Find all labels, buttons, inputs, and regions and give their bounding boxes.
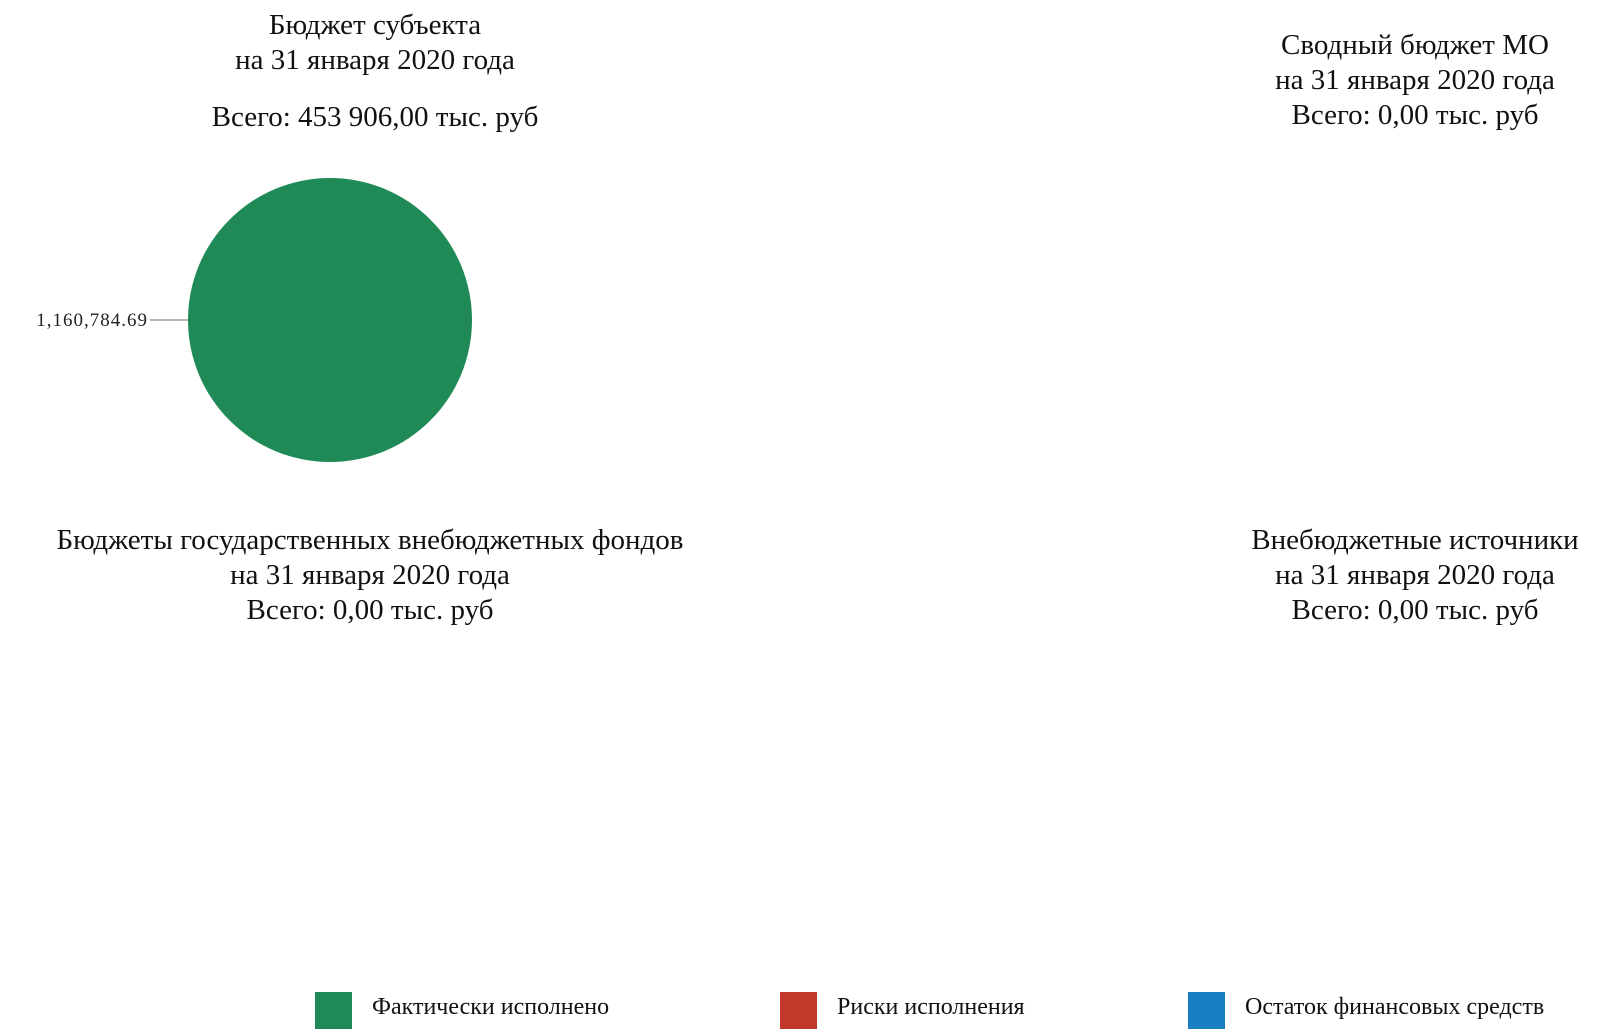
legend-item-risks: Риски исполнения [780, 992, 1025, 1029]
chart-title-state-funds: Бюджеты государственных внебюджетных фон… [10, 523, 730, 628]
chart-title-line: на 31 января 2020 года [230, 559, 510, 591]
chart-total: Всего: 453 906,00 тыс. руб [211, 101, 539, 133]
legend-label: Риски исполнения [837, 994, 1025, 1020]
chart-title-line: Бюджеты государственных внебюджетных фон… [56, 524, 684, 556]
chart-total: Всего: 0,00 тыс. руб [1291, 594, 1539, 626]
legend-swatch [780, 992, 817, 1029]
legend-swatch [1188, 992, 1225, 1029]
chart-legend: Фактически исполнено Риски исполнения Ос… [0, 992, 1610, 1029]
legend-label: Остаток финансовых средств [1245, 994, 1545, 1020]
pie-slice-0 [188, 178, 472, 462]
chart-title-line: на 31 января 2020 года [1275, 64, 1555, 96]
chart-title-budget-subject: Бюджет субъекта на 31 января 2020 года В… [120, 8, 630, 135]
chart-title-line: на 31 января 2020 года [1275, 559, 1555, 591]
chart-title-line: Сводный бюджет МО [1281, 29, 1549, 61]
pie-chart-budget-subject: 1,160,784.69 [36, 178, 472, 462]
chart-total: Всего: 0,00 тыс. руб [1291, 99, 1539, 131]
pie-data-label: 1,160,784.69 [36, 310, 148, 331]
chart-title-line: на 31 января 2020 года [235, 44, 515, 76]
chart-title-consolidated-mo: Сводный бюджет МО на 31 января 2020 года… [1195, 28, 1610, 133]
legend-item-remaining: Остаток финансовых средств [1188, 992, 1544, 1029]
chart-total: Всего: 0,00 тыс. руб [246, 594, 494, 626]
chart-title-offbudget-sources: Внебюджетные источники на 31 января 2020… [1215, 523, 1610, 628]
chart-title-line: Бюджет субъекта [268, 9, 482, 41]
legend-swatch [315, 992, 352, 1029]
legend-item-executed: Фактически исполнено [315, 992, 609, 1029]
chart-title-line: Внебюджетные источники [1251, 524, 1579, 556]
legend-label: Фактически исполнено [372, 994, 610, 1020]
